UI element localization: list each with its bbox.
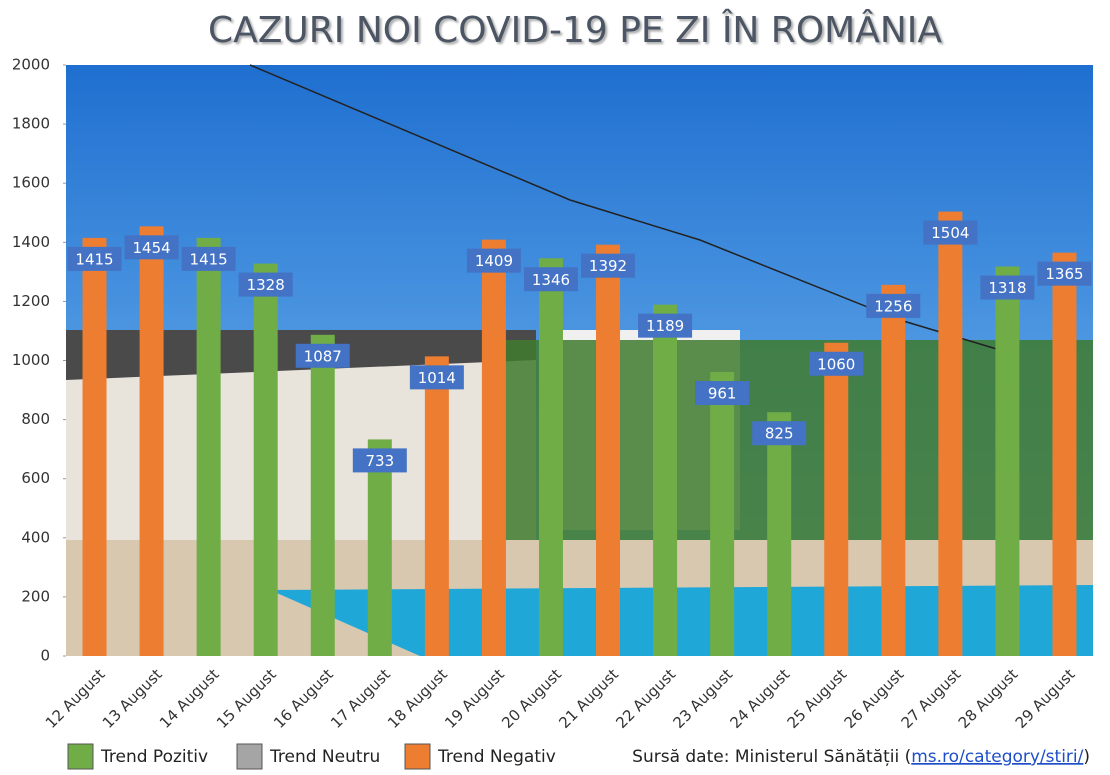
value-label-box: [638, 313, 693, 338]
x-tick-label: 17 August: [327, 665, 394, 732]
y-tick-label: 0: [40, 647, 50, 665]
value-label: 1504: [931, 224, 969, 242]
x-tick-label: 12 August: [42, 665, 109, 732]
y-tick-label: 1800: [12, 115, 50, 133]
value-label: 1415: [190, 250, 228, 268]
y-tick-label: 800: [21, 410, 50, 428]
value-label: 1328: [247, 276, 285, 294]
value-label-box: [581, 253, 636, 278]
x-tick-label: 19 August: [441, 665, 508, 732]
source-note: Sursă date: Ministerul Sănătății (ms.ro/…: [632, 747, 1090, 767]
value-label: 1346: [532, 271, 570, 289]
bar: [253, 263, 278, 656]
legend-swatch: [67, 743, 94, 770]
x-tick-label: 27 August: [898, 665, 965, 732]
value-label: 1087: [304, 347, 342, 365]
value-label-box: [980, 275, 1035, 300]
legend-label: Trend Neutru: [269, 747, 380, 767]
value-label-box: [523, 267, 578, 292]
value-label: 1318: [988, 279, 1026, 297]
x-tick-label: 29 August: [1012, 665, 1079, 732]
chart-title: CAZURI NOI COVID-19 PE ZI ÎN ROMÂNIA: [208, 9, 942, 51]
value-label-box: [923, 220, 978, 245]
value-label-box: [352, 448, 407, 473]
bar: [824, 342, 849, 656]
value-label-box: [238, 272, 293, 297]
value-label: 1454: [132, 239, 170, 257]
bar: [710, 372, 735, 656]
x-tick-label: 23 August: [669, 665, 736, 732]
value-label: 1060: [817, 355, 855, 373]
bar: [653, 304, 678, 656]
x-tick-label: 22 August: [612, 665, 679, 732]
y-tick-label: 1200: [12, 292, 50, 310]
bar: [767, 412, 792, 656]
x-tick-label: 13 August: [99, 665, 166, 732]
source-close: ): [1083, 747, 1090, 767]
value-label-box: [752, 421, 807, 446]
value-label-box: [695, 381, 750, 406]
x-tick-label: 16 August: [270, 665, 337, 732]
bar: [82, 237, 107, 656]
legend-label: Trend Pozitiv: [100, 747, 208, 767]
x-tick-label: 28 August: [955, 665, 1022, 732]
value-label-box: [1037, 261, 1092, 286]
y-tick-label: 1400: [12, 233, 50, 251]
bar: [424, 356, 449, 656]
source-link[interactable]: ms.ro/category/stiri/: [911, 747, 1083, 767]
y-tick-label: 400: [21, 528, 50, 546]
source-text: Sursă date: Ministerul Sănătății (: [632, 747, 911, 767]
value-label: 1189: [646, 317, 684, 335]
y-tick-label: 600: [21, 469, 50, 487]
value-label: 733: [365, 452, 394, 470]
x-tick-label: 21 August: [555, 665, 622, 732]
bar: [310, 334, 335, 656]
value-label-box: [866, 293, 921, 318]
value-label: 1392: [589, 257, 627, 275]
bar: [596, 244, 621, 656]
x-tick-label: 14 August: [156, 665, 223, 732]
x-tick-label: 15 August: [213, 665, 280, 732]
value-label: 961: [708, 385, 737, 403]
value-label-box: [124, 235, 179, 260]
y-tick-label: 2000: [12, 56, 50, 74]
x-tick-label: 18 August: [384, 665, 451, 732]
value-label-box: [67, 246, 122, 271]
x-tick-label: 24 August: [726, 665, 793, 732]
value-label: 1365: [1045, 265, 1083, 283]
bar: [881, 284, 906, 656]
bar: [938, 211, 963, 656]
value-label-box: [466, 248, 521, 273]
value-label: 1256: [874, 297, 912, 315]
x-tick-label: 26 August: [841, 665, 908, 732]
y-tick-label: 200: [21, 587, 50, 605]
legend-label: Trend Negativ: [437, 747, 556, 767]
legend-swatch: [404, 743, 431, 770]
bar: [995, 266, 1020, 656]
value-label-box: [181, 246, 236, 271]
y-tick-label: 1000: [12, 351, 50, 369]
x-tick-label: 20 August: [498, 665, 565, 732]
bar: [481, 239, 506, 656]
y-tick-label: 1600: [12, 174, 50, 192]
legend-swatch: [236, 743, 263, 770]
value-label-box: [295, 343, 350, 368]
value-label: 825: [765, 425, 794, 443]
value-label-box: [409, 365, 464, 390]
bar: [196, 237, 221, 656]
bar: [538, 258, 563, 656]
bar: [1052, 252, 1077, 656]
value-label: 1409: [475, 252, 513, 270]
x-tick-label: 25 August: [784, 665, 851, 732]
bar: [139, 226, 164, 656]
bar: [367, 439, 392, 656]
value-label-box: [809, 351, 864, 376]
value-label: 1014: [418, 369, 456, 387]
value-label: 1415: [75, 250, 113, 268]
